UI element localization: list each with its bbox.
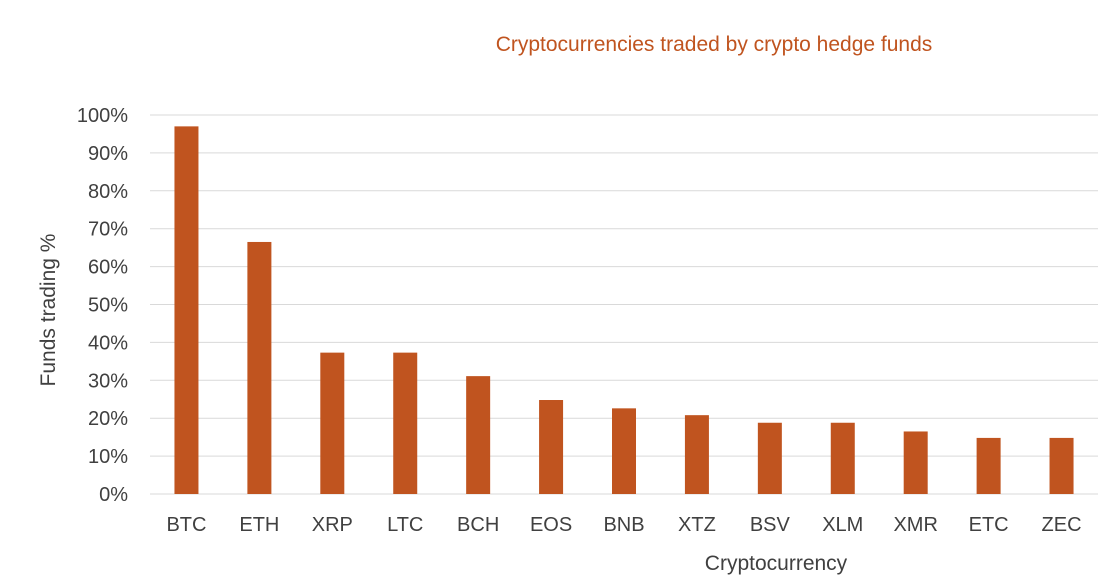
bar-bch [466,376,491,494]
bar-xmr [903,431,928,494]
x-tick-labels: BTC ETH XRP LTC BCH EOS BNB XTZ BSV XLM XMR ETC ZEC [166,514,1081,536]
bar-ltc [393,352,418,494]
x-tick-label-eth: ETH [239,514,279,536]
x-tick-label-ltc: LTC [387,514,423,536]
y-tick-label: 40% [88,332,128,354]
y-tick-label: 60% [88,257,128,279]
x-tick-label-btc: BTC [166,514,206,536]
y-tick-label: 100% [77,105,128,127]
x-axis-title: Cryptocurrency [705,552,848,575]
bar-etc [976,437,1001,494]
chart-title: Cryptocurrencies traded by crypto hedge … [496,33,933,56]
bar-xlm [830,422,855,494]
x-tick-label-xmr: XMR [893,514,937,536]
bar-bsv [757,422,782,494]
bar-xtz [684,415,709,494]
x-tick-label-zec: ZEC [1042,514,1082,536]
bar-eth [247,241,272,494]
bar-xrp [320,352,345,494]
y-tick-label: 50% [88,295,128,317]
x-tick-label-eos: EOS [530,514,572,536]
bar-eos [539,400,564,494]
y-axis-title: Funds trading % [37,234,60,387]
y-tick-labels: 0% 10% 20% 30% 40% 50% 60% 70% 80% 90% 100% [77,105,128,506]
y-tick-label: 70% [88,219,128,241]
x-tick-label-etc: ETC [969,514,1009,536]
y-tick-label: 90% [88,143,128,165]
y-tick-label: 80% [88,181,128,203]
y-tick-label: 30% [88,370,128,392]
bars [174,126,1074,495]
x-tick-label-bsv: BSV [750,514,791,536]
bar-btc [174,126,199,495]
x-tick-label-bnb: BNB [603,514,644,536]
x-tick-label-xtz: XTZ [678,514,716,536]
y-tick-label: 10% [88,446,128,468]
x-tick-label-bch: BCH [457,514,499,536]
bar-zec [1049,437,1074,494]
gridlines [150,114,1098,495]
bar-bnb [612,408,636,494]
x-tick-label-xrp: XRP [312,514,353,536]
x-tick-label-xlm: XLM [822,514,863,536]
y-tick-label: 0% [99,484,128,506]
y-tick-label: 20% [88,408,128,430]
